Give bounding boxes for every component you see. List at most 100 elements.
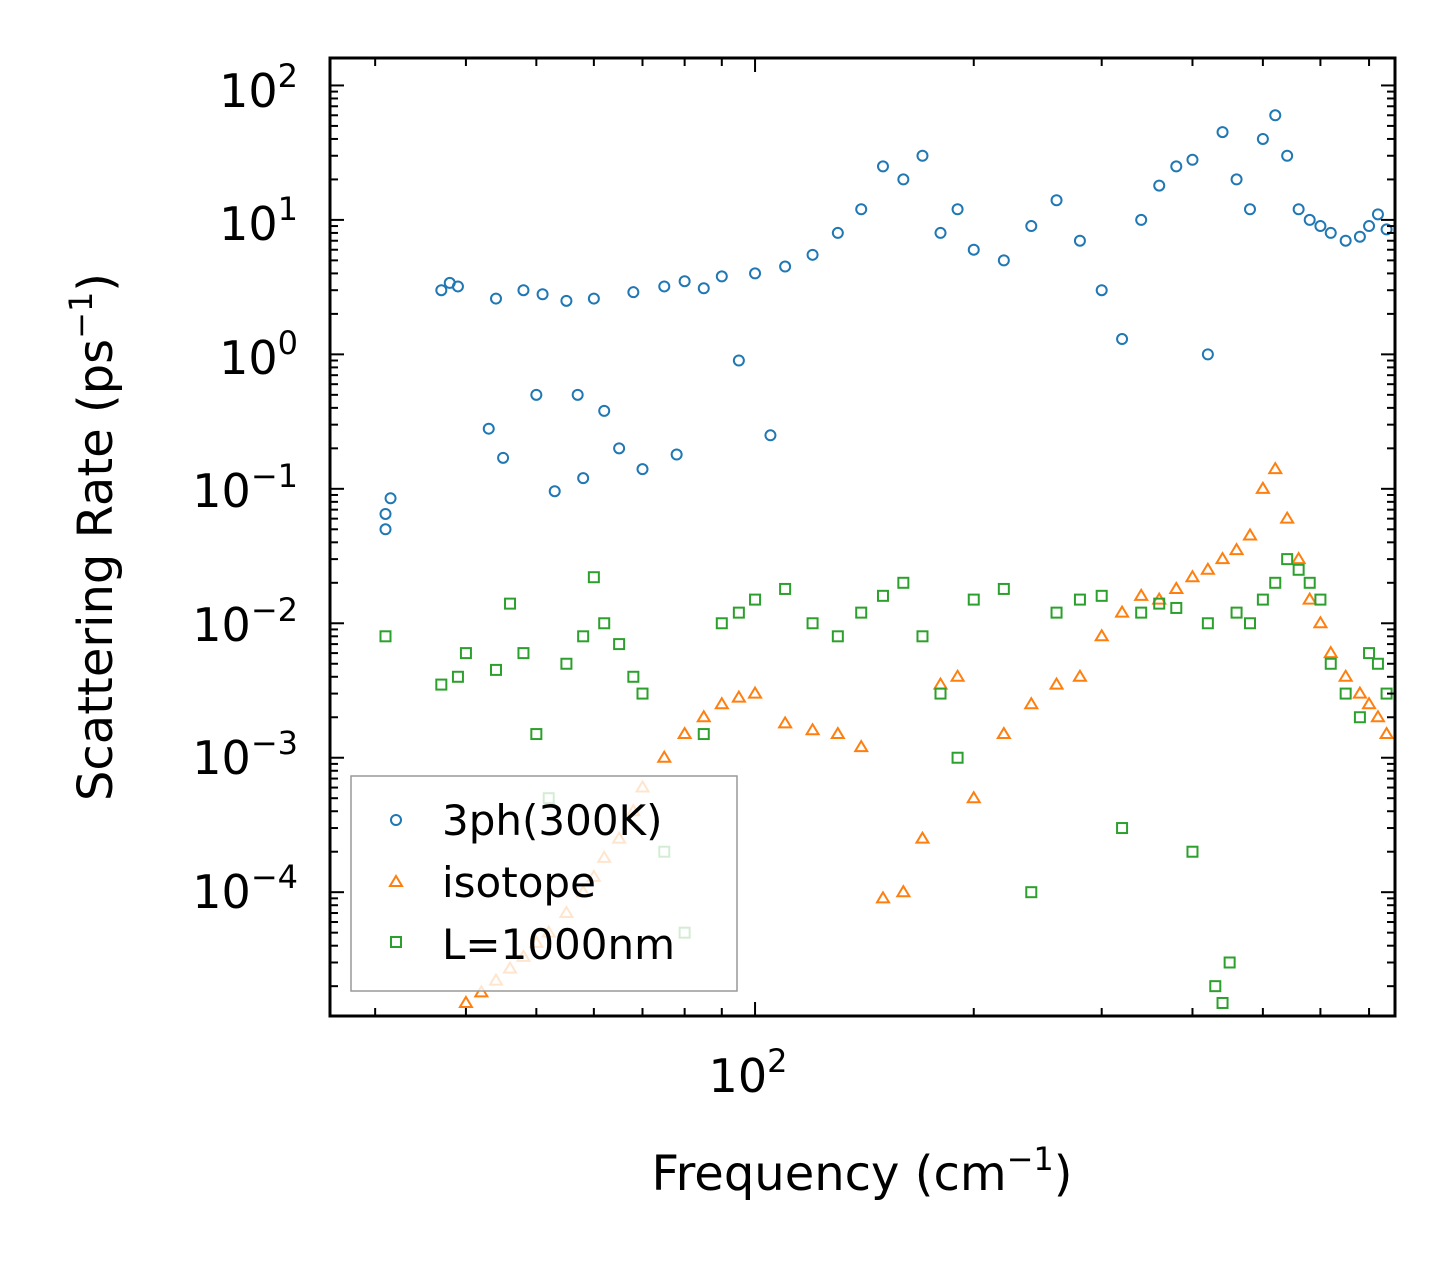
x-tick-exp: 2 (767, 1042, 787, 1080)
data-point-square (504, 597, 517, 610)
y-axis-label-text: Scattering Rate (ps (68, 339, 124, 801)
data-point-square (1216, 996, 1229, 1009)
data-point-triangle (777, 715, 793, 729)
data-point-circle (806, 248, 819, 261)
data-point-square (490, 663, 503, 676)
data-point-square (997, 582, 1010, 595)
x-axis-label: Frequency (cm−1) (651, 1140, 1072, 1202)
data-point-triangle (1352, 685, 1368, 699)
data-point-circle (831, 226, 844, 239)
data-point-square (1244, 617, 1257, 630)
data-point-triangle (875, 890, 891, 904)
data-point-square (1135, 606, 1148, 619)
data-point-circle (1292, 203, 1305, 216)
data-point-square (1353, 711, 1366, 724)
data-point-circle (1269, 109, 1282, 122)
data-point-square (806, 617, 819, 630)
data-point-circle (997, 254, 1010, 267)
data-point-circle (951, 203, 964, 216)
data-point-circle (670, 448, 683, 461)
x-tick-label-100: 102 (709, 1042, 788, 1103)
data-point-triangle (1200, 561, 1216, 575)
data-point-circle (658, 280, 671, 293)
data-point-square (967, 593, 980, 606)
data-point-circle (536, 288, 549, 301)
data-point-triangle (949, 668, 966, 682)
data-point-square (1170, 601, 1183, 614)
x-tick-base: 10 (709, 1049, 768, 1103)
data-layer (379, 109, 1395, 1009)
data-point-circle (934, 226, 947, 239)
data-point-triangle (1114, 604, 1130, 618)
data-point-circle (435, 284, 448, 297)
data-point-circle (490, 292, 503, 305)
data-point-square (435, 678, 448, 691)
data-point-square (855, 606, 868, 619)
data-point-circle (1380, 223, 1393, 236)
y-tick-label-1e-3: 10−3 (192, 724, 298, 785)
data-point-square (876, 589, 889, 602)
data-point-triangle (853, 739, 869, 753)
data-point-square (636, 687, 649, 700)
data-point-circle (1324, 226, 1337, 239)
data-point-square (1256, 593, 1269, 606)
x-axis-label-sup: −1 (1007, 1140, 1054, 1178)
data-point-square (577, 630, 590, 643)
data-point-circle (697, 282, 710, 295)
data-point-circle (379, 523, 392, 536)
data-point-circle (1095, 284, 1108, 297)
data-point-triangle (965, 790, 982, 804)
data-point-triangle (1023, 696, 1040, 710)
y-tick-base: 10 (192, 865, 251, 919)
data-point-circle (1201, 348, 1214, 361)
data-point-circle (678, 275, 691, 288)
data-point-square (697, 728, 710, 741)
data-point-square (1292, 563, 1305, 576)
data-point-triangle (696, 709, 712, 723)
data-point-circle (571, 388, 584, 401)
y-tick-label-1e-2: 10−2 (192, 591, 298, 652)
data-point-circle (1230, 173, 1243, 186)
data-point-square (1095, 589, 1108, 602)
data-point-circle (855, 203, 868, 216)
y-axis-label-close: ) (68, 273, 124, 292)
y-tick-exp: 2 (278, 57, 298, 95)
data-point-triangle (996, 726, 1012, 740)
data-point-triangle (1093, 628, 1110, 642)
data-point-circle (1116, 333, 1129, 346)
y-tick-base: 10 (219, 64, 278, 118)
data-point-triangle (1267, 461, 1284, 475)
data-point-circle (1339, 234, 1352, 247)
y-tick-exp: −1 (251, 457, 298, 495)
data-point-square (1025, 886, 1038, 899)
x-axis-label-close: ) (1054, 1146, 1073, 1202)
data-point-triangle (458, 995, 474, 1008)
data-point-square (916, 630, 929, 643)
data-point-square (1201, 617, 1214, 630)
y-tick-base: 10 (192, 598, 251, 652)
data-point-circle (967, 243, 980, 256)
data-point-circle (482, 422, 495, 435)
y-axis-label: Scattering Rate (ps−1) (62, 273, 124, 801)
data-point-square (1339, 687, 1352, 700)
y-tick-label-1e-4: 10−4 (192, 858, 298, 919)
y-tick-exp: −3 (251, 724, 298, 762)
data-point-square (715, 617, 728, 630)
data-point-triangle (1242, 527, 1258, 541)
data-point-triangle (1378, 726, 1395, 740)
data-point-circle (1186, 153, 1199, 166)
data-point-circle (1244, 203, 1257, 216)
data-point-circle (897, 173, 910, 186)
data-point-square (587, 571, 600, 584)
data-point-square (1116, 822, 1129, 835)
data-point-circle (560, 294, 573, 307)
data-point-square (530, 728, 543, 741)
data-point-circle (779, 260, 792, 273)
data-point-square (1314, 593, 1327, 606)
data-point-triangle (1322, 645, 1339, 659)
data-point-triangle (1361, 696, 1377, 710)
data-point-triangle (1048, 676, 1065, 690)
data-point-circle (1314, 220, 1327, 233)
data-point-square (1230, 606, 1243, 619)
data-point-triangle (731, 689, 747, 703)
